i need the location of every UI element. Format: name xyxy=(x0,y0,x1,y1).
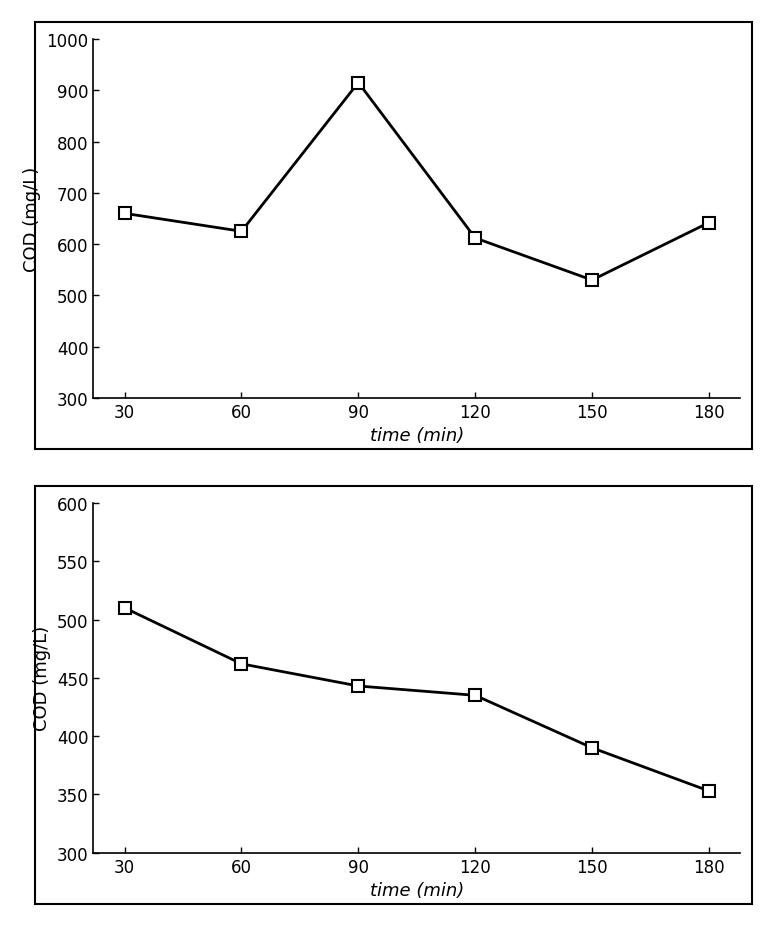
Y-axis label: COD (mg/L): COD (mg/L) xyxy=(23,167,41,272)
X-axis label: time (min): time (min) xyxy=(370,882,464,899)
Y-axis label: COD (mg/L): COD (mg/L) xyxy=(33,626,51,730)
X-axis label: time (min): time (min) xyxy=(370,427,464,445)
